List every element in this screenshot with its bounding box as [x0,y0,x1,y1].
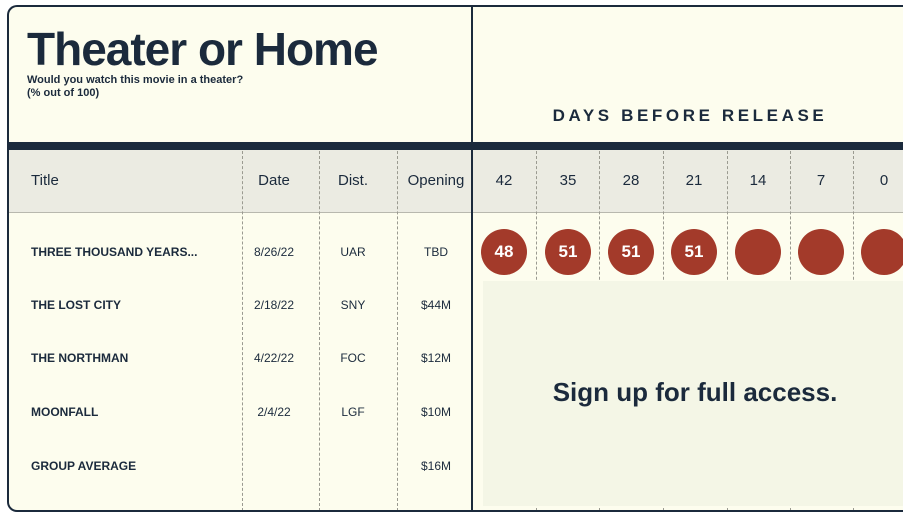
row-cell: 2/18/22 [253,298,295,312]
row-cell: FOC [340,351,366,365]
day-header: 35 [559,172,577,189]
subtitle: Would you watch this movie in a theater?… [27,74,247,100]
column-separator [242,151,243,510]
row-cell: $10M [420,405,452,419]
row-title: MOONFALL [31,405,99,419]
subtitle-note: (% out of 100) [27,87,100,99]
column-header: Date [258,172,290,189]
row-title: THREE THOUSAND YEARS... [31,245,198,259]
score-circle [798,229,844,275]
row-cell: TBD [424,245,448,259]
score-circle: 48 [481,229,527,275]
row-cell: LGF [341,405,365,419]
day-header: 7 [816,172,826,189]
row-cell: SNY [340,298,366,312]
row-cell: 8/26/22 [253,245,295,259]
column-separator [319,151,320,510]
day-header: 0 [879,172,889,189]
paywall-overlay [483,281,903,506]
row-cell: $16M [420,459,452,473]
title: Theater or Home [27,23,379,75]
row-cell: $44M [420,298,452,312]
score-circle: 51 [608,229,654,275]
score-circle [861,229,903,275]
divider [471,7,473,510]
column-header: Title [31,172,59,189]
column-separator [397,151,398,510]
row-title: THE LOST CITY [31,298,121,312]
subtitle-text: Would you watch this movie in a theater? [27,74,244,86]
row-cell: $12M [420,351,452,365]
header-row [9,150,903,213]
row-cell: UAR [340,245,366,259]
day-header: 28 [622,172,640,189]
score-circle: 51 [545,229,591,275]
section-label: DAYS BEFORE RELEASE [552,106,828,125]
day-header: 21 [685,172,703,189]
row-cell: 4/22/22 [253,351,295,365]
day-header: 14 [749,172,767,189]
row-title: THE NORTHMAN [31,351,129,365]
row-title: GROUP AVERAGE [31,459,137,473]
column-header: Dist. [338,172,368,189]
paywall-text[interactable]: Sign up for full access. [552,377,838,407]
day-header: 42 [495,172,513,189]
divider [9,142,903,150]
score-circle [735,229,781,275]
column-header: Opening [407,172,465,189]
table-panel: Theater or Home Would you watch this mov… [7,5,903,512]
row-cell: 2/4/22 [257,405,291,419]
score-circle: 51 [671,229,717,275]
